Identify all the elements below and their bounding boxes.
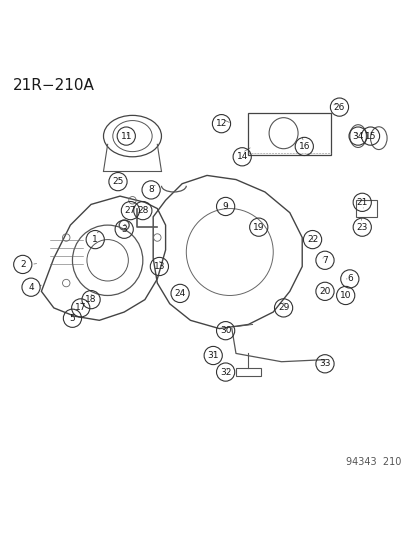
Text: 33: 33 — [318, 359, 330, 368]
Text: 16: 16 — [298, 142, 309, 151]
Text: 27: 27 — [124, 206, 136, 215]
Text: 19: 19 — [252, 223, 264, 232]
Text: 15: 15 — [364, 132, 375, 141]
Text: 14: 14 — [236, 152, 247, 161]
Text: 28: 28 — [137, 206, 148, 215]
Text: 24: 24 — [174, 289, 185, 298]
Text: 25: 25 — [112, 177, 123, 186]
Text: 22: 22 — [306, 235, 318, 244]
Text: 29: 29 — [277, 303, 289, 312]
Text: 26: 26 — [333, 103, 344, 111]
Text: 21R−210A: 21R−210A — [12, 78, 94, 93]
Text: 13: 13 — [153, 262, 165, 271]
Text: 3: 3 — [121, 225, 127, 234]
Text: 17: 17 — [75, 303, 86, 312]
Text: 11: 11 — [120, 132, 132, 141]
Text: 32: 32 — [219, 368, 231, 377]
Text: 18: 18 — [85, 295, 97, 304]
Text: 31: 31 — [207, 351, 218, 360]
Text: 20: 20 — [318, 287, 330, 296]
Text: 34: 34 — [351, 132, 363, 141]
Text: 30: 30 — [219, 326, 231, 335]
Text: 2: 2 — [20, 260, 26, 269]
Text: 94343  210: 94343 210 — [345, 457, 401, 467]
Text: 21: 21 — [356, 198, 367, 207]
Text: 4: 4 — [28, 282, 34, 292]
Text: 8: 8 — [148, 185, 154, 195]
Text: 9: 9 — [222, 202, 228, 211]
Text: 5: 5 — [69, 314, 75, 323]
Text: 7: 7 — [321, 256, 327, 265]
Text: 23: 23 — [356, 223, 367, 232]
Text: 1: 1 — [92, 235, 98, 244]
Text: 12: 12 — [215, 119, 227, 128]
Text: 10: 10 — [339, 291, 351, 300]
Text: 6: 6 — [346, 274, 352, 284]
